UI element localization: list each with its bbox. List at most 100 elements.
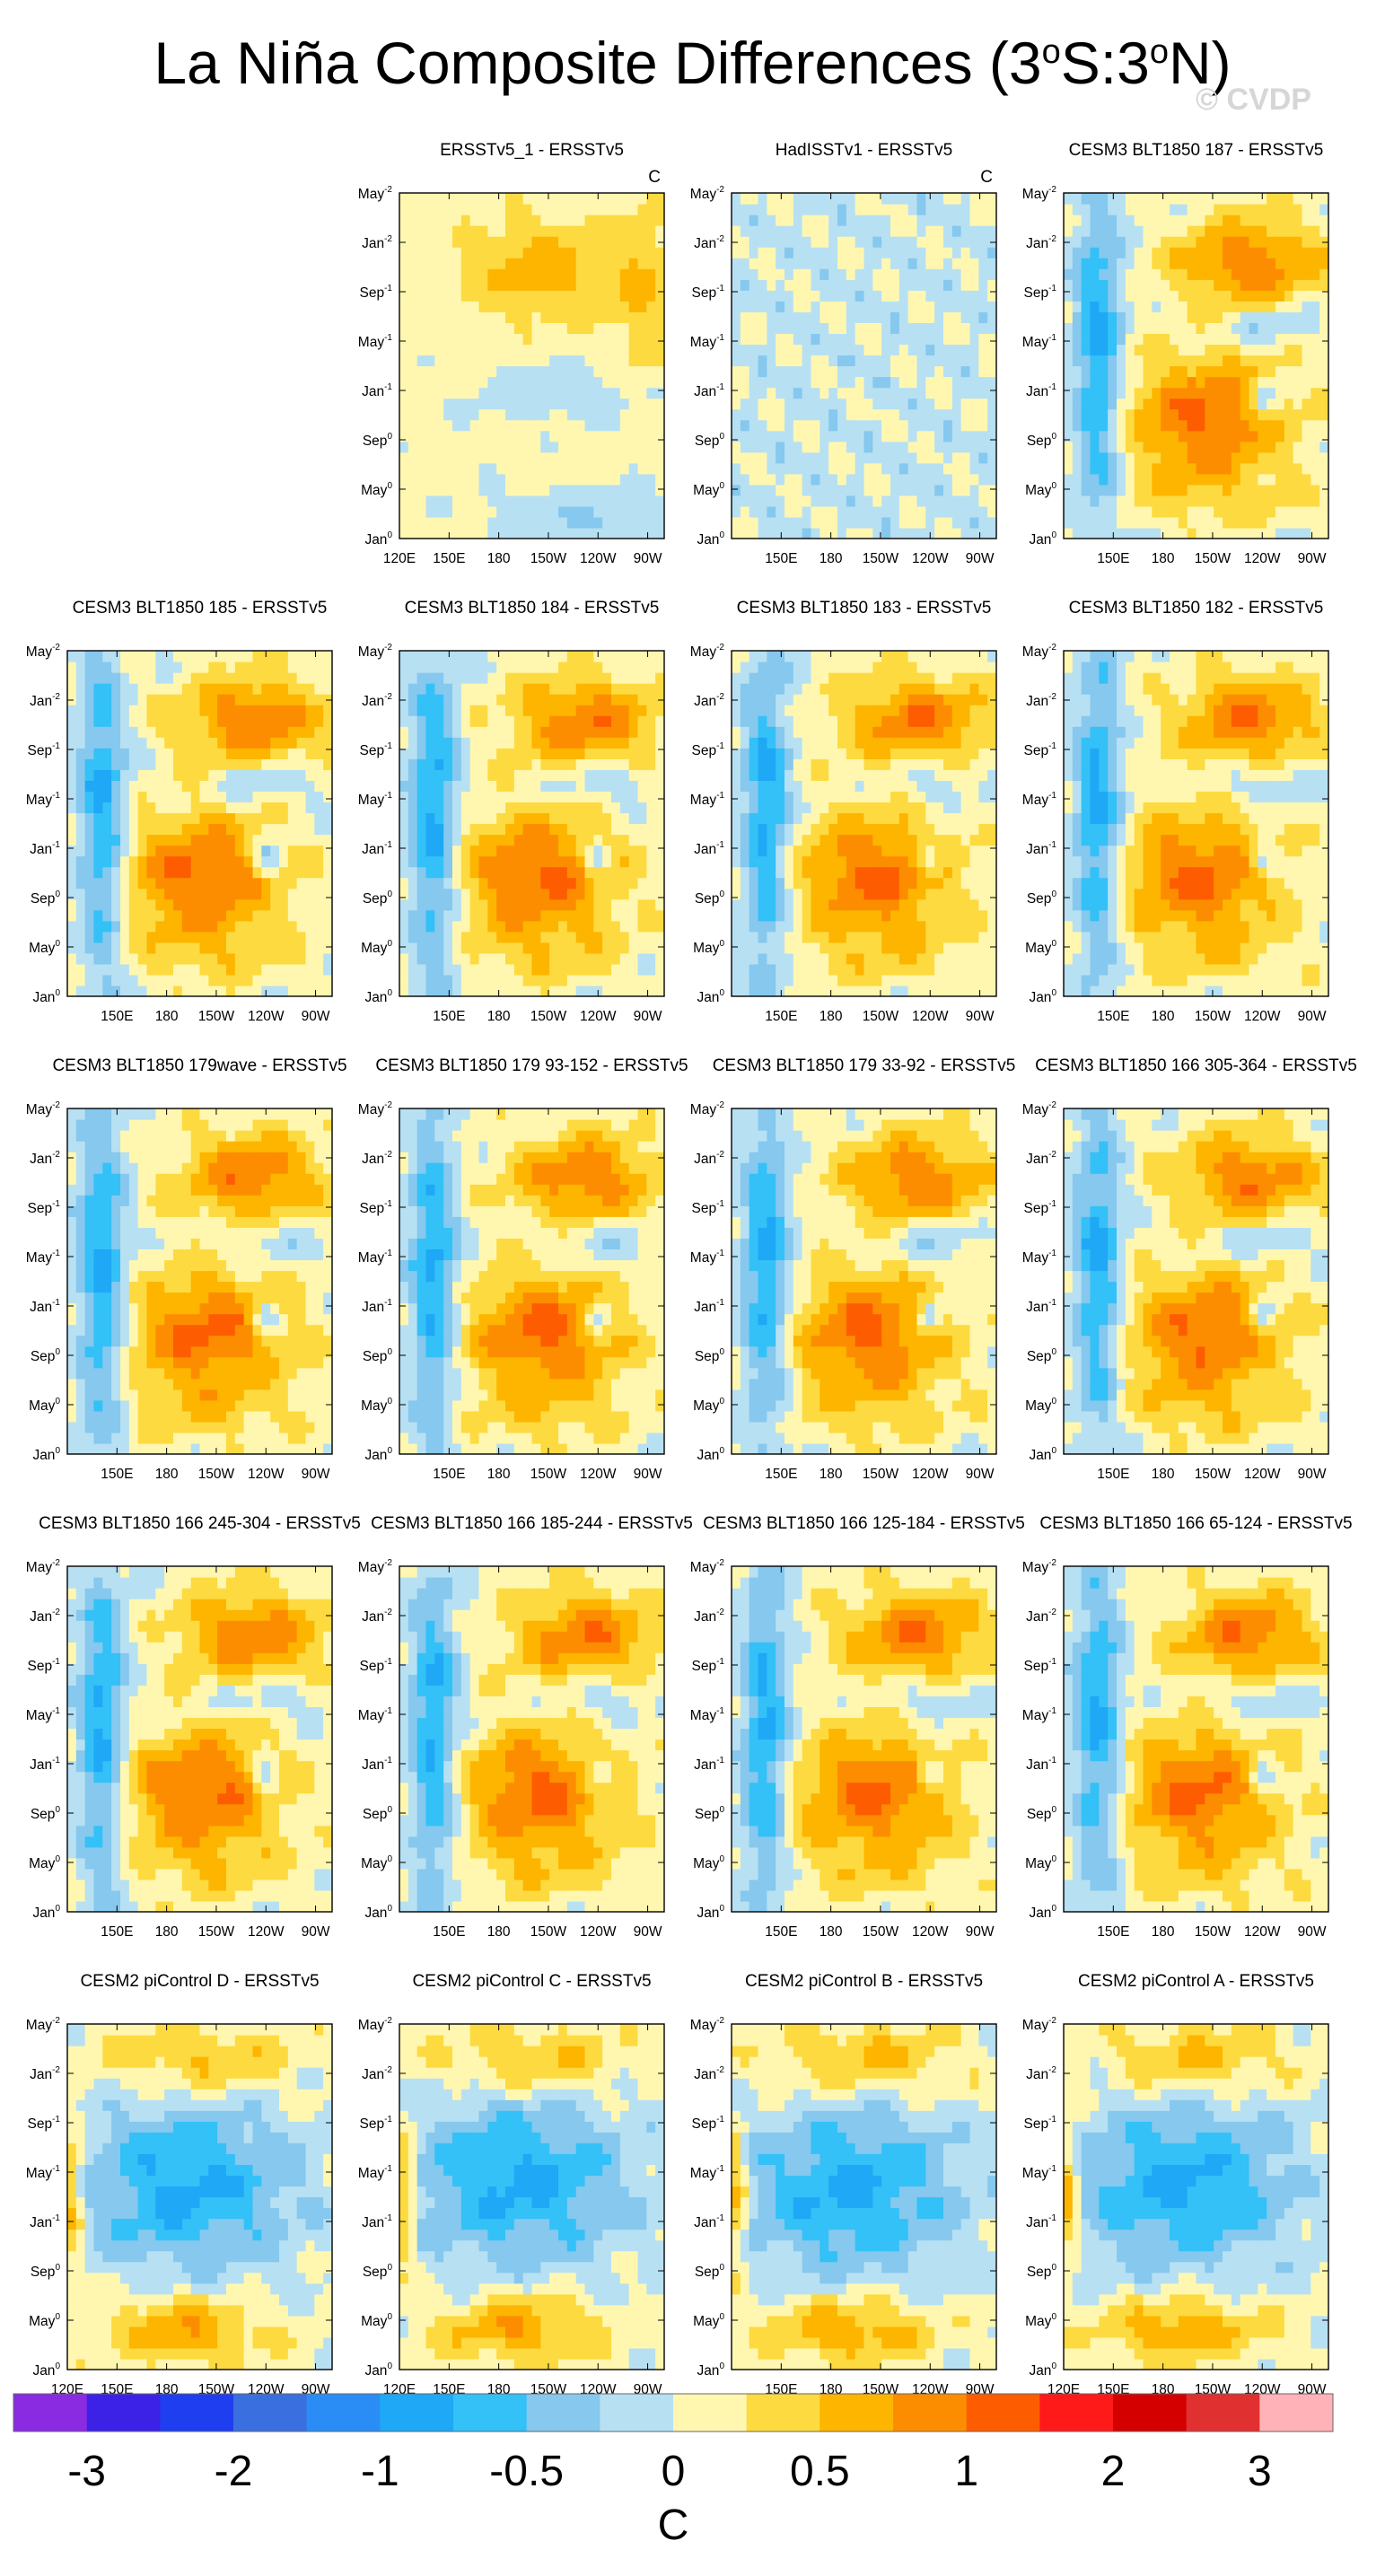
- field-cell: [969, 193, 979, 205]
- field-cell: [1319, 495, 1328, 507]
- field-cell: [740, 215, 750, 226]
- field-cell: [646, 495, 656, 507]
- field-cell: [1081, 311, 1091, 323]
- field-cell: [611, 495, 621, 507]
- field-cell: [505, 694, 515, 705]
- field-cell: [478, 333, 488, 346]
- field-cell: [487, 387, 497, 399]
- field-cell: [111, 985, 121, 996]
- field-cell: [1284, 441, 1294, 453]
- field-cell: [987, 462, 996, 475]
- field-cell: [1240, 268, 1250, 280]
- field-cell: [279, 866, 289, 879]
- field-cell: [434, 516, 444, 529]
- field-cell: [199, 942, 209, 954]
- field-cell: [637, 909, 647, 922]
- field-cell: [732, 441, 741, 453]
- field-cell: [522, 715, 533, 727]
- field-cell: [208, 942, 218, 954]
- field-cell: [252, 823, 262, 836]
- field-cell: [1310, 333, 1320, 346]
- field-cell: [602, 715, 612, 727]
- field-cell: [951, 301, 962, 312]
- field-cell: [1231, 484, 1241, 496]
- field-cell: [296, 877, 307, 889]
- field-cell: [146, 812, 156, 825]
- field-cell: [1072, 236, 1083, 248]
- field-cell: [1081, 408, 1091, 421]
- field-cell: [619, 505, 630, 518]
- field-cell: [155, 888, 165, 900]
- field-cell: [1170, 527, 1179, 539]
- field-cell: [846, 236, 856, 248]
- x-tick-label: 90W: [1298, 551, 1327, 566]
- field-cell: [443, 247, 453, 258]
- field-cell: [217, 662, 227, 673]
- field-cell: [67, 823, 77, 836]
- field-cell: [190, 931, 201, 943]
- field-cell: [776, 301, 785, 312]
- field-cell: [628, 705, 639, 716]
- field-cell: [1319, 258, 1328, 269]
- field-cell: [907, 344, 918, 356]
- field-cell: [513, 527, 524, 539]
- field-cell: [776, 311, 785, 323]
- field-cell: [1275, 527, 1285, 539]
- x-tick-label: 90W: [634, 551, 662, 566]
- field-cell: [646, 974, 656, 986]
- field-cell: [951, 376, 962, 389]
- field-cell: [531, 855, 541, 868]
- field-cell: [1064, 204, 1074, 215]
- field-cell: [898, 258, 909, 269]
- field-cell: [226, 898, 236, 911]
- field-cell: [425, 672, 435, 684]
- field-cell: [496, 705, 506, 716]
- field-cell: [575, 845, 586, 857]
- field-cell: [323, 974, 332, 986]
- field-cell: [416, 376, 427, 389]
- field-cell: [960, 376, 971, 389]
- field-cell: [881, 516, 891, 529]
- field-cell: [487, 527, 497, 539]
- field-cell: [793, 387, 803, 399]
- field-cell: [522, 963, 533, 976]
- field-cell: [655, 204, 664, 215]
- field-cell: [749, 279, 759, 291]
- field-cell: [863, 505, 873, 518]
- field-cell: [128, 974, 139, 986]
- field-cell: [505, 204, 515, 215]
- field-cell: [655, 333, 664, 346]
- field-cell: [916, 398, 926, 410]
- field-cell: [978, 355, 988, 367]
- panel-field: [67, 651, 332, 996]
- field-cell: [75, 672, 86, 684]
- field-cell: [1231, 441, 1241, 453]
- field-cell: [531, 451, 541, 464]
- field-cell: [1178, 193, 1188, 205]
- field-cell: [646, 215, 656, 226]
- field-cell: [655, 931, 664, 943]
- field-cell: [408, 662, 418, 673]
- field-cell: [487, 823, 497, 836]
- field-cell: [531, 651, 541, 662]
- field-cell: [434, 247, 444, 258]
- field-cell: [1310, 505, 1320, 518]
- field-cell: [443, 268, 453, 280]
- field-cell: [1161, 516, 1170, 529]
- field-cell: [416, 705, 427, 716]
- field-cell: [425, 705, 435, 716]
- field-cell: [1310, 301, 1320, 312]
- field-cell: [1310, 484, 1320, 496]
- field-cell: [1293, 290, 1303, 302]
- field-cell: [969, 495, 979, 507]
- field-cell: [111, 823, 121, 836]
- field-cell: [478, 888, 488, 900]
- field-cell: [323, 834, 332, 846]
- field-cell: [1090, 505, 1100, 518]
- field-cell: [323, 651, 332, 662]
- field-cell: [611, 376, 621, 389]
- field-cell: [425, 408, 435, 421]
- panel: CESM3 BLT1850 187 - ERSSTv5May-2Jan-2Sep…: [1022, 141, 1329, 566]
- field-cell: [443, 651, 453, 662]
- field-cell: [837, 355, 847, 367]
